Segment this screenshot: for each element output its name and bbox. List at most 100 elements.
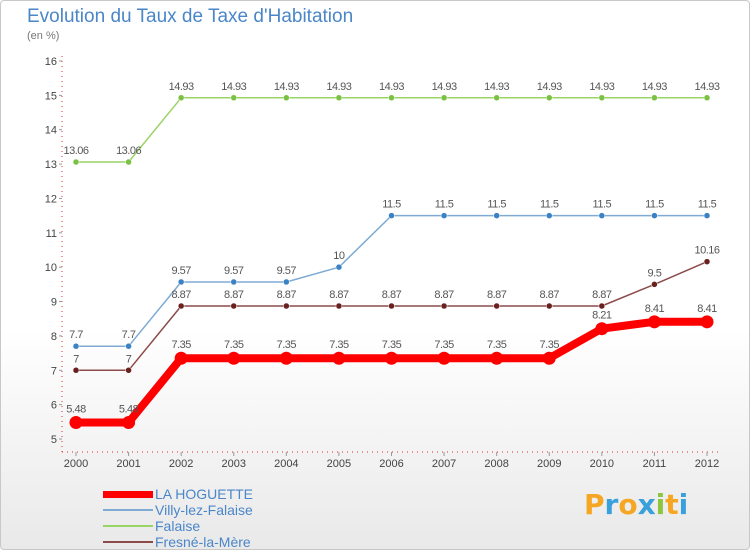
data-point-la-hoguette: [227, 351, 241, 365]
data-label-la-hoguette: 7.35: [224, 339, 244, 351]
y-tick-label: 9: [51, 297, 57, 309]
data-point-falaise: [283, 94, 290, 102]
legend-swatch: [103, 525, 153, 527]
data-label-fresne-la-mere: 8.87: [382, 289, 402, 301]
data-point-fresne-la-mere: [388, 302, 395, 310]
data-point-la-hoguette: [385, 351, 398, 365]
data-point-villy-lez-falaise: [440, 212, 448, 219]
legend-swatch: [103, 541, 153, 543]
data-point-villy-lez-falaise: [388, 212, 395, 219]
x-tick-label: 2012: [695, 458, 719, 470]
data-label-fresne-la-mere: 7: [73, 353, 79, 365]
y-tick-label: 16: [45, 56, 57, 68]
y-tick-label: 6: [51, 400, 57, 412]
legend-swatch: [103, 509, 153, 511]
logo-letter: x: [637, 488, 656, 521]
data-label-la-hoguette: 8.41: [697, 303, 717, 315]
logo-letter: P: [584, 488, 605, 521]
data-point-la-hoguette: [122, 416, 136, 430]
data-label-falaise: 14.93: [379, 81, 404, 93]
data-label-villy-lez-falaise: 11.5: [382, 199, 401, 211]
data-point-falaise: [230, 94, 237, 102]
data-point-villy-lez-falaise: [283, 278, 290, 286]
data-label-falaise: 14.93: [642, 81, 667, 93]
data-label-villy-lez-falaise: 7.7: [122, 329, 136, 341]
data-point-villy-lez-falaise: [651, 212, 658, 219]
data-label-la-hoguette: 7.35: [434, 339, 454, 351]
data-label-fresne-la-mere: 8.87: [277, 289, 297, 301]
y-tick-label: 5: [51, 434, 57, 446]
x-tick-label: 2007: [432, 458, 456, 470]
data-label-fresne-la-mere: 7: [126, 353, 132, 365]
logo-letter: i: [655, 488, 666, 521]
data-label-la-hoguette: 8.21: [592, 310, 612, 322]
data-label-villy-lez-falaise: 11.5: [645, 199, 664, 211]
data-point-la-hoguette: [69, 416, 83, 430]
data-label-villy-lez-falaise: 9.57: [171, 265, 191, 277]
data-point-fresne-la-mere: [493, 302, 500, 310]
data-label-fresne-la-mere: 9.5: [648, 267, 662, 279]
data-label-falaise: 14.93: [169, 81, 194, 93]
data-label-falaise: 13.06: [116, 145, 141, 157]
data-label-villy-lez-falaise: 11.5: [540, 199, 559, 211]
logo-letter: o: [618, 488, 638, 521]
data-point-falaise: [125, 158, 132, 166]
x-tick-label: 2003: [222, 458, 246, 470]
data-point-la-hoguette: [490, 351, 504, 365]
data-label-falaise: 14.93: [432, 81, 457, 93]
data-point-falaise: [440, 94, 448, 102]
x-tick-label: 2000: [64, 458, 88, 470]
data-point-villy-lez-falaise: [72, 342, 80, 350]
data-label-villy-lez-falaise: 11.5: [487, 199, 506, 211]
data-label-villy-lez-falaise: 11.5: [698, 199, 717, 211]
data-point-villy-lez-falaise: [493, 212, 500, 219]
data-point-fresne-la-mere: [546, 302, 553, 310]
data-label-falaise: 14.93: [537, 81, 562, 93]
x-tick-label: 2011: [643, 458, 667, 470]
series-lines: [72, 97, 711, 427]
data-point-falaise: [546, 94, 553, 102]
data-point-fresne-la-mere: [125, 367, 132, 374]
y-tick-label: 15: [45, 90, 57, 102]
y-tick-label: 7: [51, 365, 57, 377]
data-label-la-hoguette: 7.35: [382, 339, 402, 351]
data-point-fresne-la-mere: [598, 302, 606, 310]
data-point-villy-lez-falaise: [335, 263, 343, 271]
x-tick-label: 2005: [327, 458, 351, 470]
legend-swatch: [103, 491, 153, 498]
data-point-villy-lez-falaise: [598, 212, 606, 219]
data-label-falaise: 14.93: [589, 81, 614, 93]
data-point-falaise: [651, 94, 658, 102]
logo-letter: r: [604, 488, 619, 521]
data-point-falaise: [335, 94, 343, 102]
legend-label: LA HOGUETTE: [155, 486, 254, 502]
logo-letter: t: [665, 488, 679, 521]
data-label-la-hoguette: 7.35: [171, 339, 191, 351]
data-label-falaise: 14.93: [274, 81, 299, 93]
data-point-la-hoguette: [700, 315, 714, 329]
data-label-la-hoguette: 7.35: [487, 339, 507, 351]
data-label-falaise: 13.06: [63, 145, 88, 157]
data-point-fresne-la-mere: [703, 258, 711, 265]
data-point-falaise: [388, 94, 395, 102]
chart-title: Evolution du Taux de Taxe d'Habitation: [27, 6, 354, 27]
data-point-villy-lez-falaise: [177, 278, 185, 286]
data-point-la-hoguette: [437, 351, 451, 365]
data-point-fresne-la-mere: [230, 302, 237, 310]
data-point-fresne-la-mere: [177, 302, 185, 310]
data-point-fresne-la-mere: [440, 302, 448, 310]
data-point-falaise: [177, 94, 185, 102]
data-label-villy-lez-falaise: 9.57: [277, 265, 297, 277]
data-point-la-hoguette: [332, 351, 346, 365]
data-label-falaise: 14.93: [484, 81, 509, 93]
y-tick-label: 13: [45, 159, 57, 171]
data-label-villy-lez-falaise: 11.5: [593, 199, 612, 211]
x-tick-label: 2009: [537, 458, 561, 470]
data-label-fresne-la-mere: 10.16: [694, 245, 719, 257]
data-label-fresne-la-mere: 8.87: [540, 289, 560, 301]
data-label-falaise: 14.93: [221, 81, 246, 93]
y-tick-label: 11: [46, 228, 57, 240]
x-tick-label: 2001: [116, 458, 140, 470]
